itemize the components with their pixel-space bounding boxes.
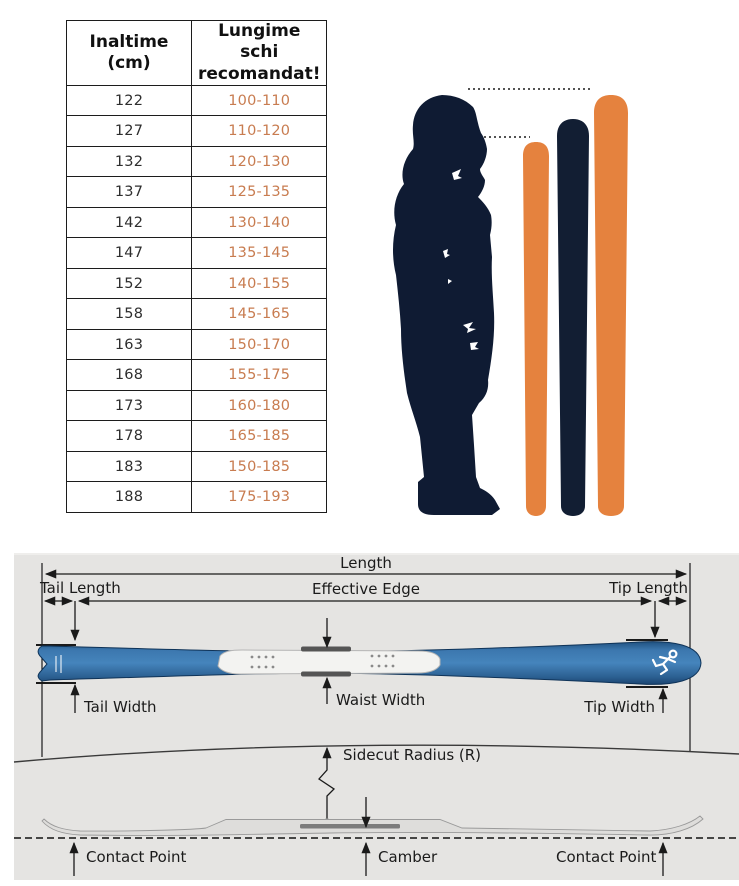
height-cell: 137	[66, 176, 192, 208]
height-cell: 142	[66, 206, 192, 239]
ski-length-cell: 160-180	[190, 389, 328, 422]
camber-label: Camber	[378, 848, 438, 866]
sidecut-radius-label: Sidecut Radius (R)	[343, 746, 482, 764]
height-cell: 132	[66, 145, 192, 178]
ski-short-orange	[523, 142, 549, 516]
table-row: 137 125-135	[66, 176, 328, 208]
contact-point-label-right: Contact Point	[556, 848, 657, 866]
size-table: Inaltime (cm) Lungime schi recomandat! 1…	[66, 20, 328, 513]
table-row: 147 135-145	[66, 237, 328, 269]
height-cell: 168	[66, 359, 192, 391]
ski-length-cell: 145-165	[190, 298, 328, 330]
height-cell: 163	[66, 328, 192, 361]
tail-width-label: Tail Width	[84, 698, 157, 716]
binding-screws	[250, 654, 395, 669]
waist-tabs	[301, 646, 351, 677]
tip-length-label: Tip Length	[609, 579, 688, 597]
length-label: Length	[340, 554, 392, 572]
side-ski-watermark	[300, 824, 400, 829]
height-cell: 158	[66, 298, 192, 330]
ski-tall-orange	[594, 95, 628, 516]
table-row: 142 130-140	[66, 206, 328, 239]
tip-width-label: Tip Width	[584, 698, 655, 716]
table-row: 127 110-120	[66, 115, 328, 147]
ski-length-cell: 140-155	[190, 267, 328, 300]
height-cell: 178	[66, 420, 192, 452]
binding-plate	[217, 649, 441, 675]
tail-length-label: Tail Length	[40, 579, 121, 597]
table-row: 188 175-193	[66, 481, 328, 513]
ski-length-cell: 130-140	[190, 206, 328, 239]
waist-width-label: Waist Width	[336, 691, 426, 709]
ski-tip-logo-figure	[651, 649, 678, 676]
table-header-row: Inaltime (cm) Lungime schi recomandat!	[66, 20, 328, 86]
header-lungime: Lungime schi recomandat!	[190, 20, 328, 86]
tail-text-marks	[55, 655, 62, 673]
table-row: 132 120-130	[66, 145, 328, 178]
header-inaltime: Inaltime (cm)	[66, 20, 192, 86]
height-cell: 183	[66, 450, 192, 483]
table-row: 152 140-155	[66, 267, 328, 300]
ski-length-cell: 155-175	[190, 359, 328, 391]
height-cell: 152	[66, 267, 192, 300]
ski-length-cell: 110-120	[190, 115, 328, 147]
skier-silhouette	[393, 95, 500, 515]
ski-length-cell: 175-193	[190, 481, 328, 513]
ski-anatomy-diagram	[13, 563, 739, 876]
ski-top-view	[37, 641, 702, 685]
ski-length-cell: 125-135	[190, 176, 328, 208]
width-ticks	[36, 639, 668, 688]
ski-length-cell: 100-110	[190, 84, 328, 117]
table-row: 122 100-110	[66, 84, 328, 117]
height-cell: 173	[66, 389, 192, 422]
height-cell: 127	[66, 115, 192, 147]
ski-length-cell: 150-185	[190, 450, 328, 483]
table-row: 163 150-170	[66, 328, 328, 361]
ski-length-cell: 135-145	[190, 237, 328, 269]
table-row: 168 155-175	[66, 359, 328, 391]
ski-medium-navy	[557, 119, 589, 516]
height-cell: 188	[66, 481, 192, 513]
ski-length-cell: 120-130	[190, 145, 328, 178]
ski-length-cell: 150-170	[190, 328, 328, 361]
height-comparison-illustration	[393, 88, 628, 516]
table-row: 158 145-165	[66, 298, 328, 330]
sidecut-zigzag-arrow	[318, 746, 336, 824]
ski-length-cell: 165-185	[190, 420, 328, 452]
ski-side-view	[41, 815, 704, 836]
contact-point-label-left: Contact Point	[86, 848, 187, 866]
height-cell: 122	[66, 84, 192, 117]
table-row: 173 160-180	[66, 389, 328, 422]
jacket-marks	[443, 169, 479, 350]
height-cell: 147	[66, 237, 192, 269]
effective-edge-label: Effective Edge	[312, 580, 420, 598]
sidecut-arc	[13, 744, 739, 763]
table-row: 178 165-185	[66, 420, 328, 452]
table-row: 183 150-185	[66, 450, 328, 483]
